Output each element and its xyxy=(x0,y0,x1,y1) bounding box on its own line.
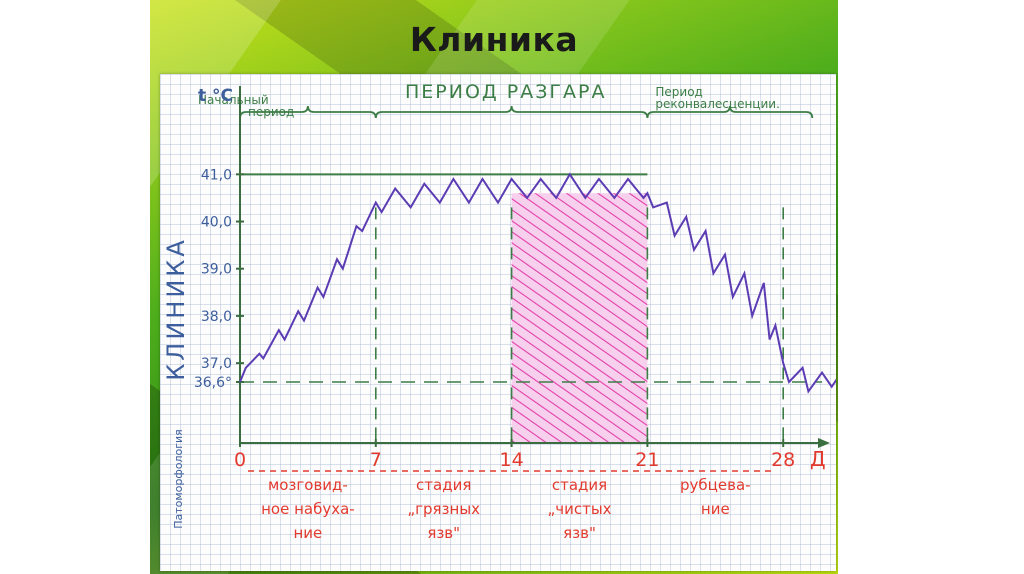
period-label-0: Начальный xyxy=(198,93,269,107)
x-tick-label: 7 xyxy=(370,449,382,471)
x-tick-label: 0 xyxy=(234,449,246,471)
x-tick-label: 14 xyxy=(500,449,524,471)
period-brace-1 xyxy=(374,105,649,119)
stage-labels: мозговид-ное набуха-ние стадия „грязных язв… xyxy=(248,470,776,542)
y-tick-label: 38,0 xyxy=(201,309,232,325)
x-ticks: 0 7 14 21 28 xyxy=(234,439,795,471)
y-tick-label: 39,0 xyxy=(201,262,232,278)
period-label-2: Период xyxy=(655,85,702,99)
x-axis-label: Д xyxy=(810,447,826,471)
stage-label-2-line2: язв" xyxy=(563,524,596,542)
stage-label-0-line1: ное набуха- xyxy=(261,500,355,518)
temperature-series-line xyxy=(239,172,836,394)
period-label-1: ПЕРИОД РАЗГАРА xyxy=(405,81,606,103)
stage-label-2-line0: стадия xyxy=(552,476,607,494)
graph-paper xyxy=(160,74,836,571)
stage-label-1-line1: „грязных xyxy=(407,500,480,518)
left-vertical-label: КЛИНИКА xyxy=(162,237,190,381)
period-label-0-line2: период xyxy=(248,105,294,119)
stage-label-1-line0: стадия xyxy=(416,476,471,494)
y-tick-label: 40,0 xyxy=(201,215,232,231)
period-brace-2 xyxy=(646,105,814,119)
pathomorphology-label: Патоморфология xyxy=(172,429,185,529)
y-ticks: 36,6° 37,0 38,0 39,0 40,0 41,0 xyxy=(194,167,244,391)
stage-label-3-line1: ние xyxy=(701,500,730,518)
x-tick-label: 28 xyxy=(771,449,795,471)
stage-label-3-line0: рубцева- xyxy=(680,476,751,494)
period-brace-0 xyxy=(239,105,377,119)
y-axis-label: t °C xyxy=(198,86,233,106)
y-tick-label: 36,6° xyxy=(194,375,232,391)
y-tick-label: 37,0 xyxy=(201,356,232,372)
x-axis-arrow xyxy=(818,438,830,448)
slide-title: Клиника xyxy=(409,20,579,59)
stage-label-1-line2: язв" xyxy=(427,524,460,542)
stage-label-0-line0: мозговид- xyxy=(268,476,348,494)
y-tick-label: 41,0 xyxy=(201,167,232,183)
x-tick-label: 21 xyxy=(635,449,659,471)
period-label-2-line2: реконвалесценции. xyxy=(655,97,780,111)
clean-ulcers-highlight xyxy=(511,193,648,443)
stage-label-0-line2: ние xyxy=(294,524,323,542)
stage-label-2-line1: „чистых xyxy=(547,500,611,518)
